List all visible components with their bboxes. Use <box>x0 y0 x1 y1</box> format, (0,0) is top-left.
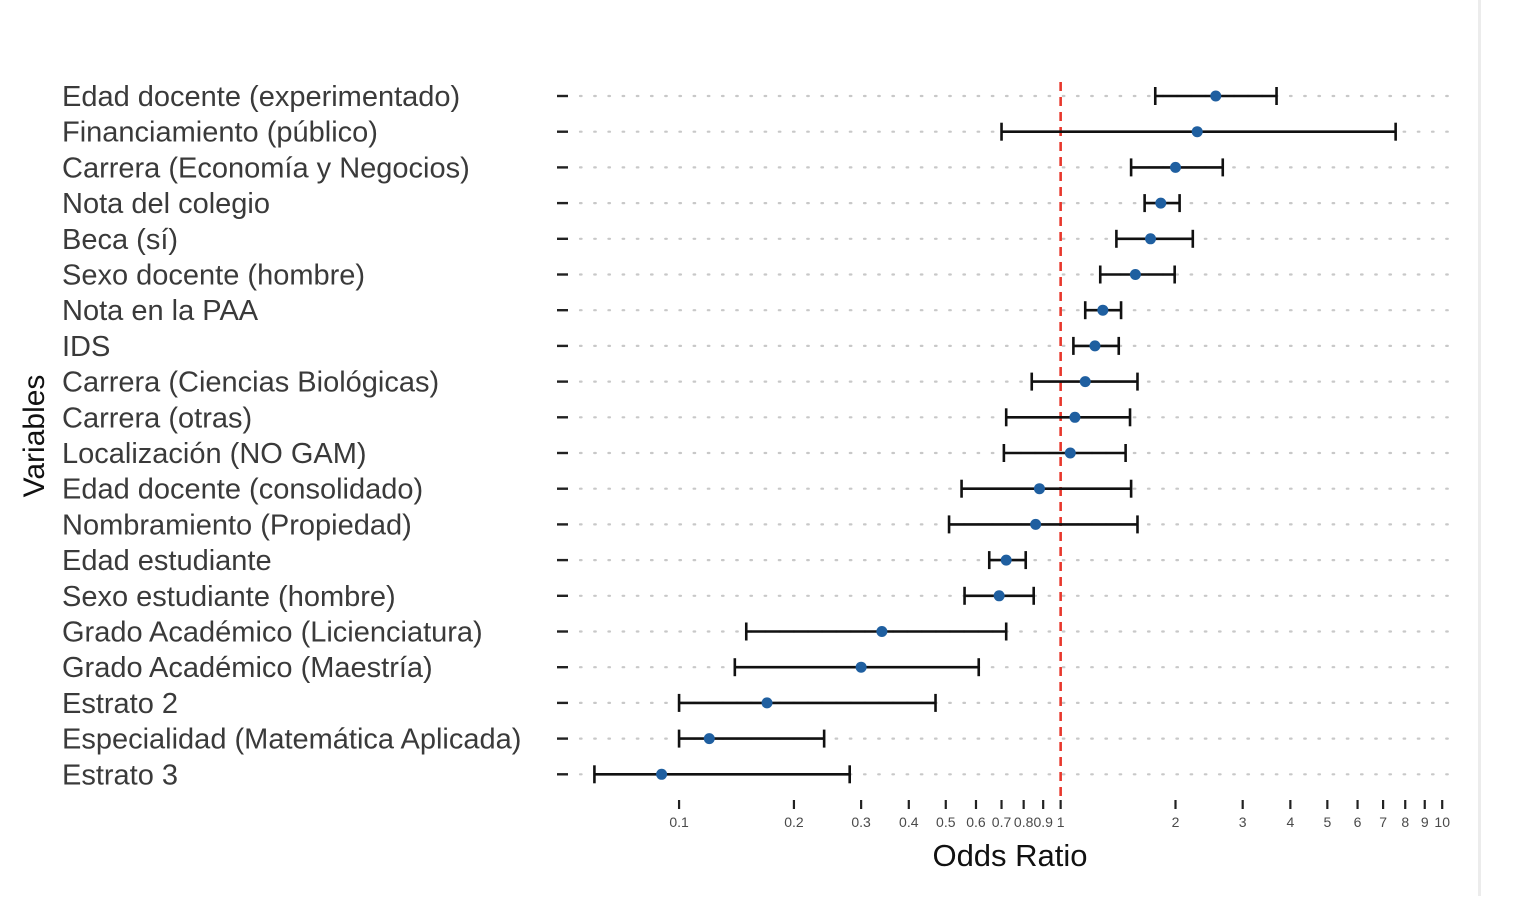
odds-ratio-point <box>703 733 715 745</box>
row-label: Grado Académico (Maestría) <box>62 652 433 684</box>
odds-ratio-point <box>656 768 668 780</box>
x-tick-label: 10 <box>1434 814 1450 830</box>
row-label: Nombramiento (Propiedad) <box>62 509 412 541</box>
odds-ratio-point <box>1064 447 1076 459</box>
row-label: Grado Académico (Licienciatura) <box>62 617 483 649</box>
odds-ratio-point <box>1030 518 1042 530</box>
x-tick-label: 0.4 <box>899 814 919 830</box>
odds-ratio-point <box>855 661 867 673</box>
x-tick-label: 0.3 <box>851 814 871 830</box>
odds-ratio-point <box>876 626 888 637</box>
x-tick-label: 9 <box>1421 814 1429 830</box>
odds-ratio-point <box>1079 376 1091 388</box>
y-axis-title: Variables <box>18 375 51 498</box>
right-edge-divider <box>1478 0 1481 896</box>
odds-ratio-point <box>1097 304 1109 316</box>
x-tick-label: 0.1 <box>669 814 689 830</box>
x-tick-label: 0.9 <box>1033 814 1053 830</box>
x-axis: 0.1 0.2 0.3 0.4 0.5 0.6 0.7 0.8 0.9 1 2 3 4 5 6 7 8 9 10 <box>669 800 1450 830</box>
row-label: Beca (sí) <box>62 224 178 256</box>
x-tick-label: 6 <box>1354 814 1362 830</box>
odds-ratio-point <box>1191 126 1203 138</box>
row-label: Sexo estudiante (hombre) <box>62 581 396 613</box>
row-label: Edad docente (experimentado) <box>62 81 460 113</box>
row-label: Especialidad (Matemática Aplicada) <box>62 724 521 756</box>
row-label: Estrato 3 <box>62 759 178 791</box>
row-label: Nota del colegio <box>62 188 270 220</box>
x-tick-label: 2 <box>1172 814 1180 830</box>
row-label: Nota en la PAA <box>62 295 259 327</box>
x-tick-label: 0.2 <box>784 814 804 830</box>
odds-ratio-point <box>1069 411 1081 423</box>
x-tick-label: 1 <box>1057 814 1065 830</box>
x-tick-label: 7 <box>1379 814 1387 830</box>
x-tick-label: 4 <box>1286 814 1294 830</box>
x-tick-label: 0.6 <box>966 814 986 830</box>
rows-layer: Edad docente (experimentado) Financiamien… <box>62 81 1397 791</box>
row-label: Edad docente (consolidado) <box>62 474 423 506</box>
row-label: Localización (NO GAM) <box>62 438 367 470</box>
odds-ratio-point <box>761 697 773 709</box>
odds-ratio-point <box>1145 233 1157 245</box>
x-axis-title: Odds Ratio <box>932 838 1087 873</box>
odds-ratio-point <box>1170 161 1182 173</box>
x-tick-label: 3 <box>1239 814 1247 830</box>
row-label: Edad estudiante <box>62 545 272 577</box>
row-label: Sexo docente (hombre) <box>62 260 365 292</box>
odds-ratio-point <box>1210 90 1222 102</box>
row-label: Financiamiento (público) <box>62 117 378 149</box>
row-label: Estrato 2 <box>62 688 178 720</box>
x-tick-label: 0.8 <box>1014 814 1034 830</box>
row-label: Carrera (Economía y Negocios) <box>62 152 470 184</box>
x-tick-label: 5 <box>1323 814 1331 830</box>
x-tick-label: 0.7 <box>992 814 1012 830</box>
x-tick-label: 8 <box>1401 814 1409 830</box>
odds-ratio-point <box>1033 483 1045 495</box>
grid-layer <box>557 94 1460 776</box>
row-label: IDS <box>62 331 110 363</box>
row-label: Carrera (Ciencias Biológicas) <box>62 367 439 399</box>
odds-ratio-point <box>1089 340 1101 352</box>
row-label: Carrera (otras) <box>62 402 252 434</box>
x-tick-label: 0.5 <box>936 814 956 830</box>
odds-ratio-point <box>993 590 1005 602</box>
odds-ratio-point <box>1155 197 1167 209</box>
odds-ratio-point <box>1129 269 1141 280</box>
odds-ratio-point <box>1000 554 1012 566</box>
